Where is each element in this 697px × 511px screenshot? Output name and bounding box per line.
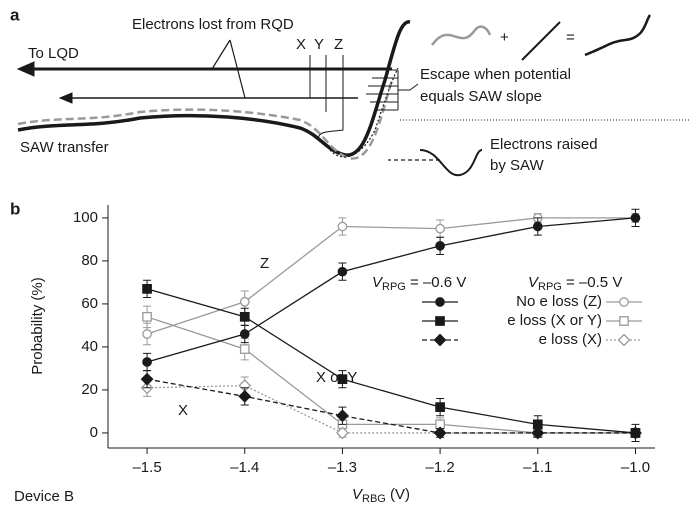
marker [435, 402, 445, 412]
annotation: Z [260, 255, 269, 272]
legend-label: e loss (X) [539, 331, 602, 348]
potential-curve [17, 20, 411, 157]
diagram [16, 14, 690, 177]
y-tick-label: 100 [73, 209, 98, 226]
marker [435, 297, 445, 307]
subscript: RBG [362, 493, 386, 505]
sum-icon [584, 14, 652, 57]
legend-header: VRPG = –0.6 V [372, 274, 466, 293]
panel-label: b [10, 199, 20, 218]
annotation: X [178, 402, 188, 419]
marker [337, 374, 348, 385]
series-line [146, 217, 636, 363]
marker [630, 213, 641, 223]
diagram-label: X [296, 36, 306, 53]
legend-header: VRPG = –0.5 V [528, 274, 622, 293]
x-tick-label: –1.2 [426, 459, 455, 476]
marker [532, 221, 543, 232]
subscript: RPG [382, 281, 406, 293]
marker [238, 389, 252, 403]
marker [435, 241, 445, 251]
diagram-label: Electrons lost from RQD [132, 16, 294, 33]
arrow-head [58, 92, 73, 104]
diagram-label: Y [314, 36, 324, 53]
x-tick-label: –1.5 [132, 459, 161, 476]
header-text: = –0.6 V [406, 274, 466, 291]
saw-wave [419, 149, 483, 177]
series-line [146, 378, 636, 434]
legend-label: No e loss (Z) [516, 293, 602, 310]
y-tick-label: 40 [81, 338, 98, 355]
diagram-label: SAW transfer [20, 139, 109, 156]
marker [142, 311, 152, 322]
marker [142, 357, 152, 367]
escape-bracket [397, 70, 419, 110]
marker [337, 266, 348, 277]
unit: (V) [386, 486, 410, 503]
marker [435, 316, 445, 326]
marker [336, 426, 349, 440]
xyz-markers [309, 55, 344, 141]
y-tick-label: 20 [81, 381, 98, 398]
panel-label: a [10, 5, 20, 24]
x-tick-label: –1.3 [328, 459, 357, 476]
diagram-label: by SAW [490, 157, 544, 174]
pointer [211, 39, 246, 99]
marker [619, 316, 629, 326]
diagram-label: + [500, 29, 509, 46]
x-tick-label: –1.1 [523, 459, 552, 476]
marker [239, 344, 250, 354]
series-line [146, 217, 636, 335]
dotted-curve [329, 67, 399, 158]
marker [337, 221, 348, 232]
footnote: Device B [14, 488, 74, 505]
diagram-label: Z [334, 36, 343, 53]
x-axis-label: VRBG (V) [352, 486, 410, 505]
symbol: V [372, 274, 384, 291]
diagram-label: equals SAW slope [420, 88, 542, 105]
marker [336, 409, 349, 423]
symbol: V [528, 274, 540, 291]
dashed-curve [17, 79, 394, 160]
y-tick-label: 0 [90, 424, 98, 441]
slope-icon [521, 21, 561, 61]
marker [142, 329, 152, 339]
legend-label: e loss (X or Y) [507, 312, 602, 329]
marker [629, 426, 642, 440]
y-tick-label: 80 [81, 252, 98, 269]
marker [140, 372, 154, 386]
annotation: X or Y [316, 369, 357, 386]
marker [435, 223, 445, 234]
marker [433, 426, 447, 440]
header-text: = –0.5 V [562, 274, 622, 291]
diagram-label: = [566, 29, 575, 46]
marker [239, 296, 250, 307]
series-line [146, 288, 636, 434]
escape-arrows [366, 69, 398, 111]
diagram-label: Escape when potential [420, 66, 571, 83]
marker [619, 297, 629, 307]
y-axis-label: Probability (%) [29, 277, 46, 375]
diagram-label: Electrons raised [490, 136, 598, 153]
y-tick-label: 60 [81, 295, 98, 312]
marker [617, 333, 631, 347]
marker [142, 284, 152, 294]
x-tick-label: –1.0 [621, 459, 650, 476]
subscript: RPG [538, 281, 562, 293]
diagram-label: To LQD [28, 45, 79, 62]
marker [433, 333, 447, 347]
sine-icon [430, 25, 492, 46]
x-tick-label: –1.4 [230, 459, 259, 476]
marker [531, 426, 545, 440]
marker [239, 311, 250, 322]
marker [239, 329, 250, 339]
symbol: V [352, 486, 364, 503]
arrow-head [16, 61, 35, 77]
